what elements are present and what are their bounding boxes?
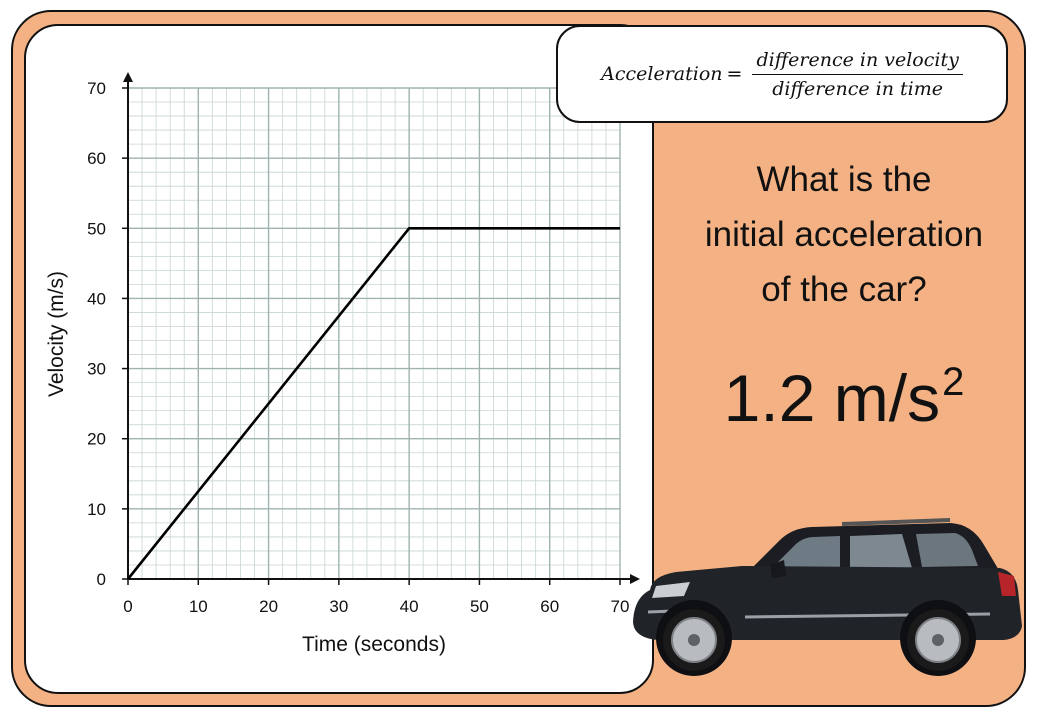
x-axis-arrow: [630, 574, 640, 584]
y-tick-label: 0: [97, 570, 106, 589]
y-tick-label: 60: [87, 149, 106, 168]
y-tick-label: 50: [87, 219, 106, 238]
formula-box: Acceleration = difference in velocity di…: [556, 25, 1008, 123]
answer-text: 1.2 m/s2: [664, 360, 1024, 436]
y-tick-label: 70: [87, 79, 106, 98]
formula-denominator: difference in time: [772, 77, 944, 100]
x-axis-label: Time (seconds): [302, 633, 446, 656]
x-tick-label: 10: [189, 597, 208, 616]
x-tick-labels: 0 10 20 30 40 50 60 70: [123, 579, 629, 616]
y-axis-label: Velocity (m/s): [45, 271, 68, 397]
y-tick-label: 30: [87, 360, 106, 379]
question-line-3: of the car?: [761, 270, 927, 309]
formula-fraction: difference in velocity difference in tim…: [752, 49, 963, 100]
series-line: [126, 226, 620, 580]
x-tick-label: 20: [259, 597, 278, 616]
x-tick-label: 30: [329, 597, 348, 616]
series-lines: [126, 226, 620, 580]
question-text: What is the initial acceleration of the …: [664, 152, 1024, 317]
formula-equals: =: [726, 63, 743, 85]
formula-lhs: Acceleration: [601, 63, 723, 85]
x-tick-label: 50: [470, 597, 489, 616]
x-tick-label: 60: [540, 597, 559, 616]
formula-numerator: difference in velocity: [752, 49, 963, 75]
question-line-1: What is the: [756, 160, 932, 199]
answer-value: 1.2 m/s: [723, 361, 941, 435]
y-tick-label: 20: [87, 430, 106, 449]
y-tick-labels: 0 10 20 30 40 50 60 70: [87, 79, 128, 589]
y-tick-label: 40: [87, 289, 106, 308]
answer-superscript: 2: [942, 360, 965, 404]
x-tick-label: 40: [400, 597, 419, 616]
x-tick-label: 0: [123, 597, 132, 616]
y-axis-arrow: [123, 72, 133, 82]
y-tick-label: 10: [87, 500, 106, 519]
x-tick-label: 70: [611, 597, 630, 616]
question-line-2: initial acceleration: [704, 215, 984, 254]
